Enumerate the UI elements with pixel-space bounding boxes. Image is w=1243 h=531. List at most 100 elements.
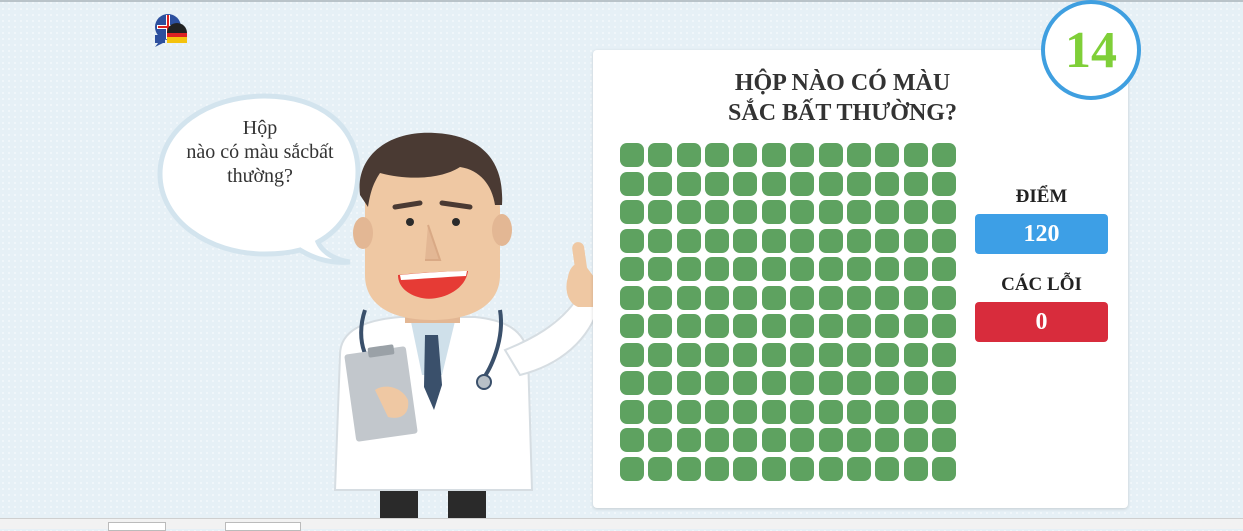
color-box[interactable] [761, 200, 786, 224]
color-box[interactable] [733, 314, 758, 338]
color-box[interactable] [761, 371, 786, 395]
color-box[interactable] [931, 257, 956, 281]
color-box[interactable] [620, 456, 644, 481]
color-box[interactable] [903, 143, 928, 167]
color-box[interactable] [931, 200, 956, 224]
color-box[interactable] [676, 257, 701, 281]
color-box[interactable] [931, 371, 956, 395]
color-box[interactable] [620, 143, 644, 167]
color-box[interactable] [818, 371, 843, 395]
color-box[interactable] [875, 285, 900, 310]
color-box[interactable] [875, 228, 900, 253]
language-flags-icon[interactable] [152, 13, 190, 47]
color-box[interactable] [818, 143, 843, 167]
color-box[interactable] [676, 285, 701, 310]
color-box[interactable] [846, 456, 871, 481]
color-box[interactable] [676, 428, 701, 452]
color-box[interactable] [875, 314, 900, 338]
color-box[interactable] [846, 371, 871, 395]
color-box[interactable] [676, 143, 701, 167]
color-box[interactable] [705, 171, 730, 196]
color-box[interactable] [931, 456, 956, 481]
color-box[interactable] [903, 314, 928, 338]
color-box[interactable] [705, 399, 730, 424]
color-box[interactable] [705, 314, 730, 338]
color-box[interactable] [846, 314, 871, 338]
color-box[interactable] [648, 143, 673, 167]
color-box[interactable] [818, 314, 843, 338]
color-box[interactable] [648, 371, 673, 395]
color-box[interactable] [846, 228, 871, 253]
color-box[interactable] [790, 314, 815, 338]
color-box[interactable] [733, 428, 758, 452]
color-box[interactable] [931, 314, 956, 338]
color-box[interactable] [818, 342, 843, 367]
color-box[interactable] [761, 143, 786, 167]
color-box[interactable] [761, 314, 786, 338]
color-box[interactable] [705, 428, 730, 452]
color-box[interactable] [790, 428, 815, 452]
color-box[interactable] [875, 171, 900, 196]
color-box[interactable] [818, 285, 843, 310]
color-box[interactable] [790, 171, 815, 196]
color-box[interactable] [931, 228, 956, 253]
color-box[interactable] [648, 171, 673, 196]
color-box[interactable] [620, 314, 644, 338]
color-box[interactable] [620, 342, 644, 367]
color-box[interactable] [705, 371, 730, 395]
color-box[interactable] [846, 342, 871, 367]
color-box[interactable] [790, 143, 815, 167]
color-box[interactable] [648, 314, 673, 338]
color-box[interactable] [790, 200, 815, 224]
color-box[interactable] [875, 456, 900, 481]
color-box[interactable] [733, 399, 758, 424]
color-box[interactable] [733, 228, 758, 253]
color-box[interactable] [676, 456, 701, 481]
color-box[interactable] [648, 399, 673, 424]
color-box[interactable] [676, 399, 701, 424]
color-box[interactable] [875, 200, 900, 224]
color-box[interactable] [676, 228, 701, 253]
color-box[interactable] [846, 143, 871, 167]
color-box[interactable] [903, 456, 928, 481]
color-box[interactable] [875, 257, 900, 281]
color-box[interactable] [761, 399, 786, 424]
color-box[interactable] [705, 342, 730, 367]
color-box[interactable] [790, 399, 815, 424]
color-box[interactable] [620, 428, 644, 452]
color-box[interactable] [875, 143, 900, 167]
color-box[interactable] [846, 428, 871, 452]
color-box[interactable] [620, 257, 644, 281]
color-box[interactable] [903, 200, 928, 224]
color-box[interactable] [903, 371, 928, 395]
color-box[interactable] [761, 428, 786, 452]
color-box[interactable] [931, 171, 956, 196]
color-box[interactable] [705, 143, 730, 167]
color-box[interactable] [761, 456, 786, 481]
color-box[interactable] [818, 171, 843, 196]
color-box[interactable] [790, 257, 815, 281]
color-box[interactable] [875, 428, 900, 452]
color-box[interactable] [620, 399, 644, 424]
color-box[interactable] [705, 456, 730, 481]
color-box[interactable] [818, 257, 843, 281]
color-box[interactable] [733, 285, 758, 310]
color-box[interactable] [620, 371, 644, 395]
color-box[interactable] [818, 399, 843, 424]
color-box[interactable] [931, 428, 956, 452]
color-box[interactable] [705, 257, 730, 281]
color-box[interactable] [846, 171, 871, 196]
color-box[interactable] [761, 171, 786, 196]
color-box[interactable] [620, 200, 644, 224]
color-box[interactable] [903, 342, 928, 367]
color-box[interactable] [705, 285, 730, 310]
color-box[interactable] [733, 456, 758, 481]
color-box[interactable] [648, 257, 673, 281]
color-box[interactable] [733, 171, 758, 196]
color-box[interactable] [620, 171, 644, 196]
color-box[interactable] [903, 285, 928, 310]
color-box[interactable] [790, 456, 815, 481]
color-box[interactable] [733, 143, 758, 167]
color-box[interactable] [818, 456, 843, 481]
color-box[interactable] [648, 228, 673, 253]
